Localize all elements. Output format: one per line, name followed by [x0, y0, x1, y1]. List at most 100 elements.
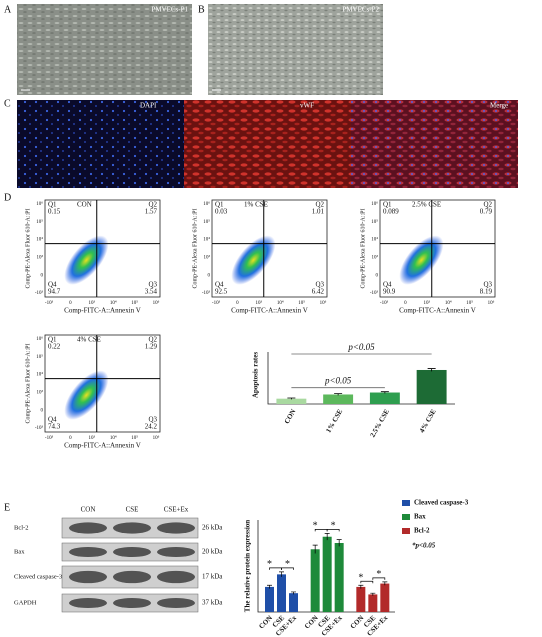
- quadrant-name: Q2: [483, 201, 492, 209]
- x-tick-label: 0: [404, 301, 407, 306]
- quadrant-name: Q1: [215, 201, 224, 209]
- y-tick-label: 10⁶: [36, 201, 43, 207]
- x-tick-label: -10³: [45, 435, 54, 441]
- error-bar: [380, 391, 389, 394]
- plot-frame: [44, 199, 161, 298]
- blot-band: [113, 570, 151, 584]
- bar: [277, 574, 286, 612]
- annotation: p<0.05: [347, 342, 375, 352]
- quadrant-value: 92.5: [215, 288, 228, 296]
- x-tick-label: 10⁵: [298, 300, 305, 306]
- plot-frame: [44, 334, 161, 433]
- bar: [380, 583, 390, 612]
- y-tick-label: -10³: [202, 290, 211, 296]
- bar: [310, 549, 320, 612]
- error-bar: [334, 393, 343, 396]
- plot-title: 2.5% CSE: [412, 201, 441, 209]
- y-tick-label: 10⁶: [371, 201, 378, 207]
- quadrant-name: Q1: [48, 201, 57, 209]
- error-bar: [291, 591, 296, 595]
- cell-cloud: [64, 235, 109, 285]
- quadrant-value: 90.9: [383, 288, 396, 296]
- x-tick-label: 1% CSE: [324, 408, 344, 435]
- quadrant-value: 0.03: [215, 208, 228, 216]
- error-bar: [312, 544, 318, 554]
- quadrant-value: 1.01: [312, 208, 325, 216]
- quadrant-name: Q4: [48, 281, 57, 289]
- blot-band: [69, 597, 107, 609]
- x-tick-label: 10³: [89, 435, 96, 441]
- y-tick-label: 10⁴: [371, 237, 378, 243]
- quadrant-value: 1.57: [145, 208, 158, 216]
- y-tick-label: 10⁵: [371, 219, 378, 225]
- bar: [369, 392, 400, 404]
- micrograph-b: [208, 4, 383, 95]
- x-axis-label: Comp-FITC-A::Annexin V: [64, 442, 141, 450]
- legend-label: Cleaved caspase-3: [414, 499, 469, 507]
- y-tick-label: 0: [41, 408, 44, 413]
- y-tick-label: 10⁶: [203, 201, 210, 207]
- legend-swatch: [402, 500, 410, 506]
- x-tick-label: 10⁶: [153, 435, 160, 441]
- error-bar: [267, 584, 272, 589]
- fluorescence-images: [17, 100, 518, 188]
- legend-swatch: [402, 528, 410, 534]
- quadrant-value: 1.29: [145, 343, 158, 351]
- significance-mark: *: [285, 559, 290, 570]
- blot-column: CSE+Ex: [164, 506, 189, 514]
- y-tick-label: 10⁶: [36, 336, 43, 342]
- significance-mark: *: [376, 569, 381, 580]
- y-tick-label: 10⁴: [36, 237, 43, 243]
- bar: [368, 594, 378, 612]
- plot-title: 4% CSE: [77, 336, 101, 344]
- bar: [416, 369, 447, 404]
- blot-band: [157, 546, 195, 558]
- error-bar: [427, 368, 436, 372]
- blot-size: 37 kDa: [202, 599, 223, 607]
- quadrant-name: Q3: [148, 416, 157, 424]
- x-tick-label: -10³: [380, 300, 389, 306]
- plot-title: CON: [77, 201, 92, 209]
- x-axis-label: Comp-FITC-A::Annexin V: [399, 307, 476, 315]
- blot-band: [113, 522, 151, 534]
- x-tick-label: -10³: [45, 300, 54, 306]
- y-axis-label: Comp-PE-Alexa Fluor 610-A::PI: [25, 344, 31, 424]
- legend-label: Bax: [414, 513, 426, 521]
- quadrant-value: 0.089: [383, 208, 399, 216]
- y-tick-label: 10⁴: [203, 237, 210, 243]
- blot-size: 17 kDa: [202, 573, 223, 581]
- quadrant-name: Q2: [148, 201, 157, 209]
- cell-cloud: [399, 235, 444, 285]
- bar: [323, 394, 354, 404]
- quadrant-name: Q4: [48, 416, 57, 424]
- quadrant-value: 24.2: [145, 423, 158, 431]
- y-tick-label: -10³: [370, 290, 379, 296]
- panel-label: E: [4, 502, 10, 513]
- error-bar: [279, 571, 284, 577]
- panel-label: B: [198, 4, 205, 15]
- quadrant-value: 0.79: [480, 208, 493, 216]
- quadrant-name: Q2: [315, 201, 324, 209]
- quadrant-name: Q4: [383, 281, 392, 289]
- blot-size: 20 kDa: [202, 548, 223, 556]
- quadrant-name: Q3: [483, 281, 492, 289]
- x-tick-label: 10⁴: [110, 435, 117, 441]
- bar: [276, 398, 307, 404]
- x-tick-label: 10⁶: [153, 300, 160, 306]
- image-label: DAPI: [140, 102, 157, 110]
- significance-mark: *: [331, 521, 336, 532]
- image-label: PMVECs-P1: [151, 6, 188, 14]
- blot-band: [113, 546, 151, 558]
- y-axis-label: Comp-PE-Alexa Fluor 610-A::PI: [25, 209, 31, 289]
- blot-band: [157, 522, 195, 534]
- y-tick-label: 10³: [372, 255, 379, 261]
- plot-frame: [211, 199, 328, 298]
- cell-cloud: [64, 370, 109, 420]
- x-tick-label: -10³: [212, 300, 221, 306]
- y-tick-label: 10⁵: [36, 354, 43, 360]
- blot-band: [157, 597, 195, 609]
- bar: [356, 586, 366, 612]
- quadrant-name: Q3: [148, 281, 157, 289]
- quadrant-value: 74.3: [48, 423, 61, 431]
- error-bar: [324, 533, 330, 541]
